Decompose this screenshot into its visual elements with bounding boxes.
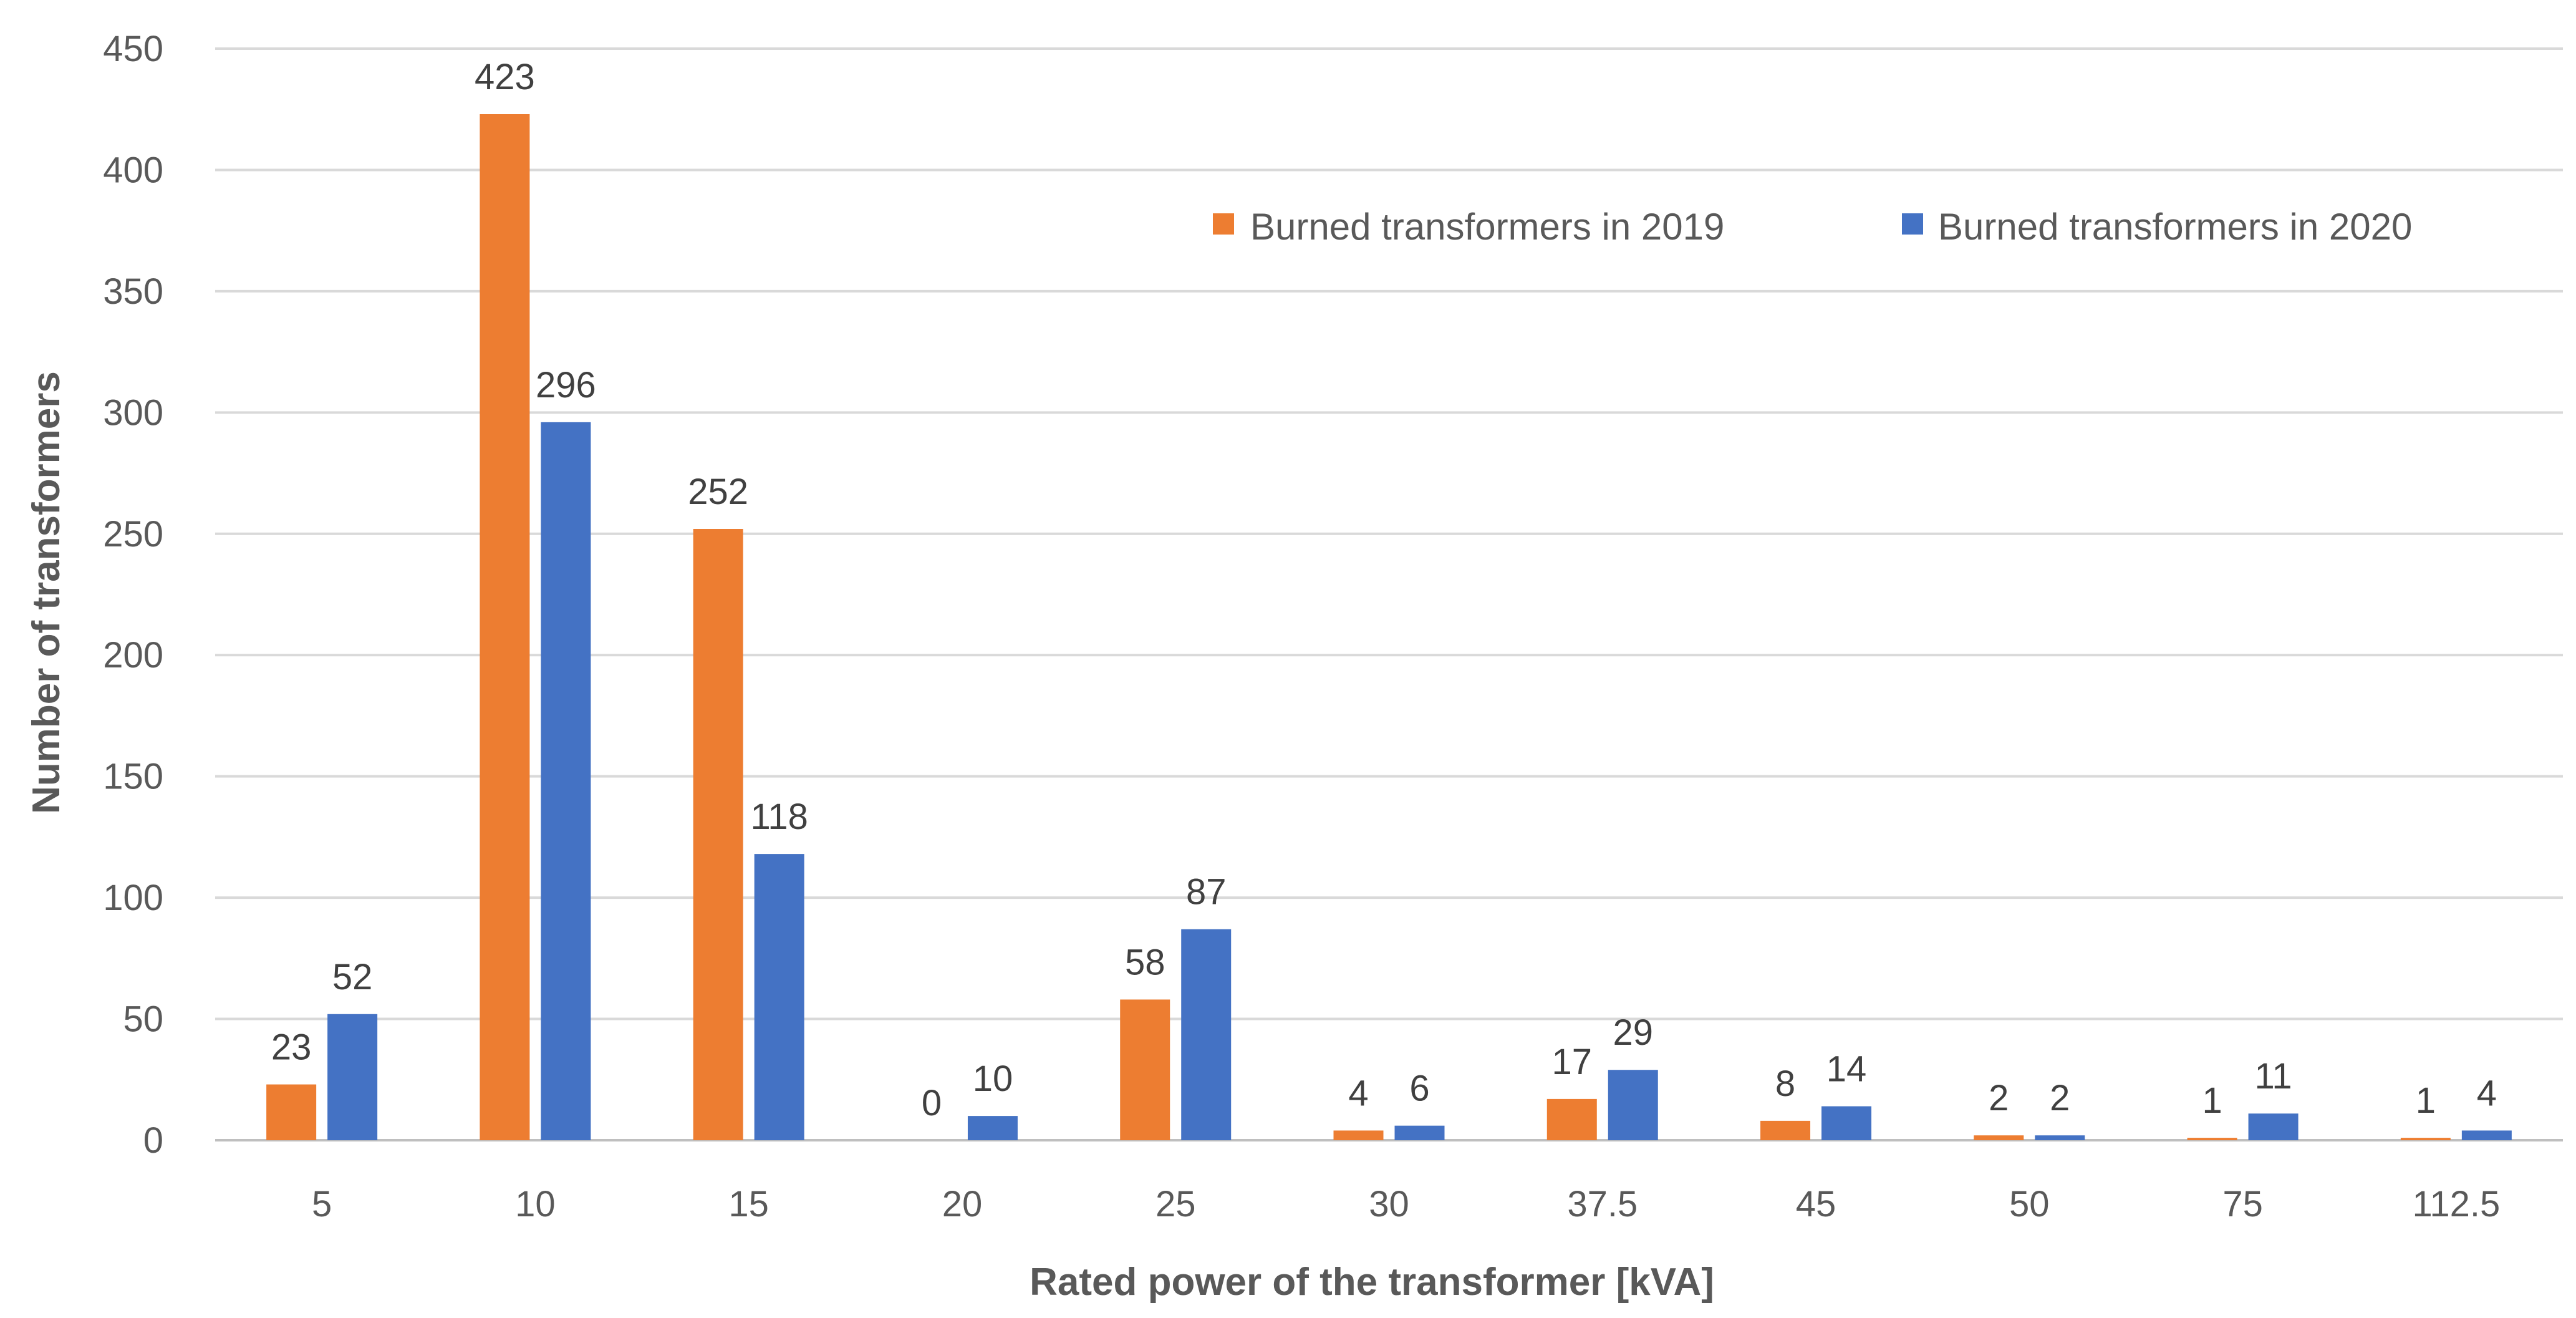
data-label-2019-37.5: 17 bbox=[1552, 1042, 1593, 1082]
x-tick-label: 75 bbox=[2222, 1184, 2263, 1224]
data-label-2020-45: 14 bbox=[1826, 1049, 1867, 1090]
x-tick-label: 30 bbox=[1369, 1184, 1409, 1224]
bar-2020-15[interactable] bbox=[754, 854, 804, 1140]
data-label-2019-20: 0 bbox=[922, 1083, 942, 1123]
bar-2019-30[interactable] bbox=[1333, 1130, 1384, 1140]
y-tick-label: 100 bbox=[103, 878, 163, 918]
legend-swatch-2020 bbox=[1902, 213, 1923, 235]
legend[interactable]: Burned transformers in 2019 Burned trans… bbox=[1213, 206, 2412, 248]
data-label-2020-5: 52 bbox=[332, 957, 373, 997]
bar-2019-37.5[interactable] bbox=[1546, 1098, 1597, 1140]
x-tick-label: 45 bbox=[1796, 1184, 1836, 1224]
data-label-2020-112.5: 4 bbox=[2477, 1073, 2497, 1113]
bar-2019-50[interactable] bbox=[1974, 1135, 2024, 1140]
data-label-2019-5: 23 bbox=[271, 1027, 312, 1068]
x-axis-ticks: 5 10 15 20 25 30 37.5 45 50 75 112.5 bbox=[312, 1184, 2500, 1224]
bars bbox=[266, 114, 2512, 1140]
legend-label-2020: Burned transformers in 2020 bbox=[1938, 206, 2412, 248]
data-label-2020-50: 2 bbox=[2050, 1078, 2070, 1118]
x-tick-label: 50 bbox=[2009, 1184, 2050, 1224]
bar-2020-112.5[interactable] bbox=[2461, 1130, 2512, 1140]
data-label-2019-10: 423 bbox=[475, 57, 535, 97]
bar-2020-50[interactable] bbox=[2035, 1135, 2085, 1140]
y-axis-title: Number of transformers bbox=[25, 371, 68, 814]
legend-swatch-2019 bbox=[1213, 213, 1234, 235]
bar-2019-5[interactable] bbox=[266, 1084, 317, 1140]
data-label-2020-15: 118 bbox=[750, 797, 808, 837]
data-label-2019-45: 8 bbox=[1775, 1064, 1795, 1104]
y-tick-label: 150 bbox=[103, 757, 163, 797]
y-tick-label: 350 bbox=[103, 271, 163, 312]
data-label-2020-30: 6 bbox=[1409, 1068, 1429, 1109]
bar-2019-25[interactable] bbox=[1120, 999, 1170, 1140]
data-label-2020-10: 296 bbox=[536, 365, 596, 405]
data-label-2020-75: 11 bbox=[2254, 1056, 2292, 1097]
y-axis-ticks: 0 50 100 150 200 250 300 350 400 450 bbox=[103, 29, 163, 1161]
data-label-2019-30: 4 bbox=[1348, 1073, 1368, 1113]
data-label-2020-20: 10 bbox=[973, 1059, 1013, 1099]
bar-2020-20[interactable] bbox=[967, 1116, 1018, 1140]
data-label-2019-15: 252 bbox=[688, 472, 748, 512]
y-tick-label: 50 bbox=[123, 999, 163, 1040]
bar-2020-75[interactable] bbox=[2248, 1113, 2299, 1140]
x-tick-label: 112.5 bbox=[2412, 1184, 2500, 1224]
legend-label-2019: Burned transformers in 2019 bbox=[1250, 206, 1724, 248]
x-tick-label: 37.5 bbox=[1567, 1184, 1638, 1224]
bar-2020-5[interactable] bbox=[327, 1014, 378, 1140]
bar-2019-10[interactable] bbox=[480, 114, 530, 1140]
x-tick-label: 5 bbox=[312, 1184, 332, 1224]
x-tick-label: 20 bbox=[942, 1184, 983, 1224]
y-tick-label: 0 bbox=[143, 1120, 163, 1161]
data-label-2019-112.5: 1 bbox=[2416, 1080, 2436, 1121]
y-tick-label: 450 bbox=[103, 29, 163, 69]
bar-2019-75[interactable] bbox=[2187, 1138, 2237, 1140]
y-tick-label: 250 bbox=[103, 514, 163, 555]
data-label-2020-25: 87 bbox=[1186, 872, 1227, 913]
bar-2020-25[interactable] bbox=[1181, 929, 1232, 1140]
bar-2020-45[interactable] bbox=[1821, 1106, 1872, 1140]
data-label-2020-37.5: 29 bbox=[1613, 1012, 1654, 1053]
legend-item-2019[interactable]: Burned transformers in 2019 bbox=[1213, 206, 1724, 248]
bar-2019-15[interactable] bbox=[693, 529, 743, 1140]
bar-2020-37.5[interactable] bbox=[1608, 1070, 1658, 1140]
legend-item-2020[interactable]: Burned transformers in 2020 bbox=[1902, 206, 2412, 248]
y-tick-label: 200 bbox=[103, 635, 163, 676]
bar-2019-112.5[interactable] bbox=[2400, 1138, 2451, 1140]
gridlines bbox=[215, 47, 2563, 1141]
data-label-2019-50: 2 bbox=[1989, 1078, 2009, 1118]
data-label-2019-25: 58 bbox=[1125, 942, 1165, 982]
y-tick-label: 300 bbox=[103, 392, 163, 433]
x-tick-label: 10 bbox=[515, 1184, 556, 1224]
y-tick-label: 400 bbox=[103, 150, 163, 190]
x-tick-label: 25 bbox=[1155, 1184, 1196, 1224]
x-axis-title: Rated power of the transformer [kVA] bbox=[1030, 1261, 1714, 1304]
data-label-2019-75: 1 bbox=[2202, 1080, 2222, 1121]
bar-2020-30[interactable] bbox=[1394, 1125, 1445, 1140]
bar-2019-45[interactable] bbox=[1760, 1120, 1811, 1140]
x-tick-label: 15 bbox=[728, 1184, 769, 1224]
bar-2020-10[interactable] bbox=[541, 422, 591, 1140]
